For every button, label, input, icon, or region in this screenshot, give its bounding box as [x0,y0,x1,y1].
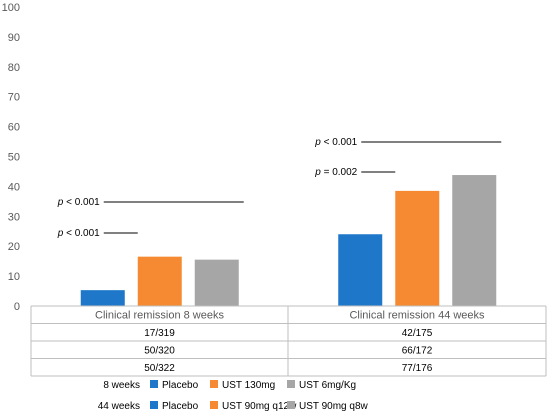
legend: 8 weeks Placebo UST 130mg UST 6mg/Kg 44 week… [98,380,369,412]
legend-label: UST 90mg q12w [222,401,297,412]
bar [452,175,497,306]
category-label: Clinical remission 8 weeks [95,310,224,322]
table-cell: 77/176 [402,363,433,374]
legend-label: Placebo [162,380,199,391]
p-value-label: p < 0.001 [57,228,100,239]
y-tick-label: 40 [8,181,20,193]
table-cell: 50/320 [144,346,175,357]
legend-row-label: 44 weeks [98,401,140,412]
legend-swatch [287,380,295,388]
significance-annotations: p < 0.001 p < 0.001 p < 0.001 p = 0.002 [57,137,502,239]
bar [137,256,182,306]
legend-swatch [287,401,295,409]
bar [194,259,239,306]
y-tick-label: 60 [8,122,20,134]
data-table: Clinical remission 8 weeks Clinical remis… [30,305,547,377]
y-tick-label: 100 [2,2,20,14]
p-value-label: p = 0.002 [314,167,357,178]
y-tick-label: 80 [8,62,20,74]
legend-label: Placebo [162,401,199,412]
y-axis: 0 10 20 30 40 50 60 70 80 90 100 [2,2,20,313]
legend-swatch [210,401,218,409]
legend-row-label: 8 weeks [103,380,140,391]
y-tick-label: 30 [8,211,20,223]
p-value-label: p < 0.001 [314,137,357,148]
legend-swatch [150,380,158,388]
table-cell: 17/319 [144,328,175,339]
y-tick-label: 50 [8,152,20,164]
bars [80,175,497,306]
y-tick-label: 70 [8,92,20,104]
legend-label: UST 130mg [222,380,275,391]
table-cell: 66/172 [402,346,433,357]
y-tick-label: 20 [8,241,20,253]
y-tick-label: 90 [8,32,20,44]
bar [80,290,125,306]
legend-label: UST 90mg q8w [299,401,369,412]
y-tick-label: 0 [14,301,20,313]
legend-label: UST 6mg/Kg [299,380,356,391]
legend-swatch [150,401,158,409]
p-value-label: p < 0.001 [57,197,100,208]
table-cell: 42/175 [402,328,433,339]
y-tick-label: 10 [8,271,20,283]
legend-swatch [210,380,218,388]
table-cell: 50/322 [144,363,175,374]
category-label: Clinical remission 44 weeks [349,310,485,322]
bar [338,234,383,306]
bar [395,190,440,306]
